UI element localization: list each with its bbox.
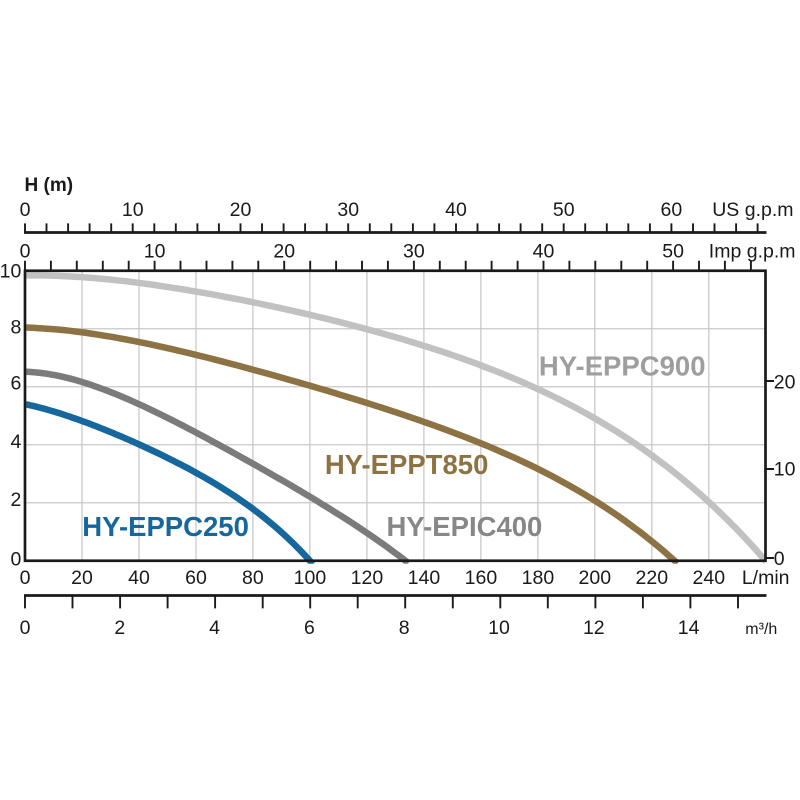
svg-text:30: 30 bbox=[403, 241, 425, 263]
svg-text:US g.p.m: US g.p.m bbox=[712, 199, 793, 221]
svg-text:80: 80 bbox=[242, 567, 264, 589]
svg-text:0: 0 bbox=[20, 567, 31, 589]
svg-text:H (m): H (m) bbox=[25, 175, 74, 196]
svg-text:180: 180 bbox=[522, 567, 555, 589]
svg-text:200: 200 bbox=[579, 567, 612, 589]
svg-text:10: 10 bbox=[144, 241, 166, 263]
svg-text:HY-EPPC250: HY-EPPC250 bbox=[82, 511, 249, 542]
svg-text:HY-EPPT850: HY-EPPT850 bbox=[325, 449, 489, 480]
svg-text:20: 20 bbox=[273, 241, 295, 263]
svg-text:8: 8 bbox=[10, 317, 21, 339]
svg-text:220: 220 bbox=[636, 567, 669, 589]
svg-text:120: 120 bbox=[351, 567, 384, 589]
svg-text:10: 10 bbox=[0, 261, 21, 283]
svg-text:2: 2 bbox=[10, 489, 21, 511]
svg-text:20: 20 bbox=[230, 199, 252, 221]
svg-text:140: 140 bbox=[408, 567, 441, 589]
svg-text:10: 10 bbox=[774, 459, 796, 481]
svg-text:0: 0 bbox=[20, 617, 31, 639]
svg-text:50: 50 bbox=[662, 241, 684, 263]
svg-text:40: 40 bbox=[533, 241, 555, 263]
svg-text:20: 20 bbox=[774, 371, 796, 393]
svg-text:Imp g.p.m: Imp g.p.m bbox=[709, 241, 796, 263]
svg-text:2: 2 bbox=[114, 617, 125, 639]
svg-text:10: 10 bbox=[122, 199, 144, 221]
svg-text:10: 10 bbox=[488, 617, 510, 639]
svg-text:0: 0 bbox=[20, 241, 31, 263]
svg-text:L/min: L/min bbox=[742, 567, 790, 589]
svg-text:6: 6 bbox=[304, 617, 315, 639]
svg-text:6: 6 bbox=[10, 373, 21, 395]
svg-text:0: 0 bbox=[774, 548, 785, 570]
svg-text:30: 30 bbox=[337, 199, 359, 221]
svg-text:4: 4 bbox=[10, 431, 21, 453]
svg-text:HY-EPIC400: HY-EPIC400 bbox=[386, 511, 542, 542]
svg-text:20: 20 bbox=[71, 567, 93, 589]
svg-text:40: 40 bbox=[445, 199, 467, 221]
svg-text:0: 0 bbox=[20, 199, 31, 221]
svg-text:8: 8 bbox=[399, 617, 410, 639]
svg-text:160: 160 bbox=[465, 567, 498, 589]
svg-text:240: 240 bbox=[693, 567, 726, 589]
svg-text:12: 12 bbox=[583, 617, 605, 639]
svg-text:4: 4 bbox=[209, 617, 220, 639]
svg-text:60: 60 bbox=[661, 199, 683, 221]
svg-text:HY-EPPC900: HY-EPPC900 bbox=[539, 350, 706, 381]
svg-text:14: 14 bbox=[678, 617, 700, 639]
svg-text:100: 100 bbox=[294, 567, 327, 589]
svg-text:0: 0 bbox=[10, 549, 21, 571]
svg-text:m³/h: m³/h bbox=[745, 621, 777, 638]
svg-text:60: 60 bbox=[185, 567, 207, 589]
svg-text:40: 40 bbox=[128, 567, 150, 589]
svg-text:50: 50 bbox=[553, 199, 575, 221]
